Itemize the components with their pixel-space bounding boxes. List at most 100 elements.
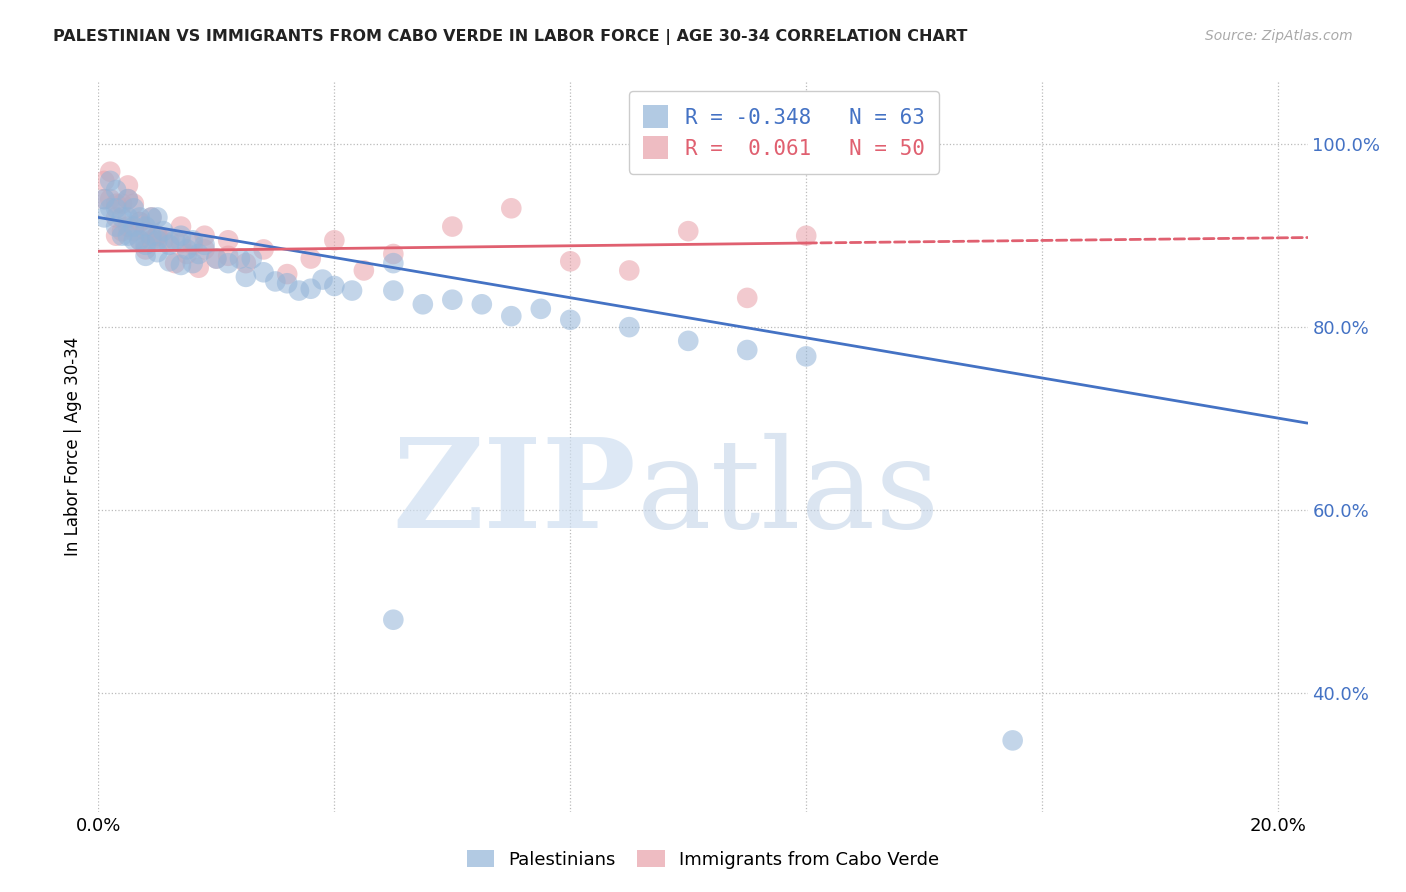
- Point: [1001, 733, 1024, 747]
- Point: [217, 256, 239, 270]
- Point: [117, 211, 139, 225]
- Point: [382, 256, 405, 270]
- Point: [794, 350, 817, 364]
- Point: [128, 233, 150, 247]
- Point: [276, 267, 298, 281]
- Point: [235, 256, 257, 270]
- Point: [157, 233, 180, 247]
- Point: [117, 178, 139, 193]
- Point: [229, 252, 252, 266]
- Legend: Palestinians, Immigrants from Cabo Verde: Palestinians, Immigrants from Cabo Verde: [460, 843, 946, 876]
- Point: [181, 256, 204, 270]
- Point: [105, 201, 128, 215]
- Point: [165, 233, 187, 247]
- Point: [122, 224, 145, 238]
- Point: [105, 183, 128, 197]
- Point: [471, 297, 494, 311]
- Point: [382, 247, 405, 261]
- Text: PALESTINIAN VS IMMIGRANTS FROM CABO VERDE IN LABOR FORCE | AGE 30-34 CORRELATION: PALESTINIAN VS IMMIGRANTS FROM CABO VERD…: [53, 29, 967, 45]
- Legend: R = -0.348   N = 63, R =  0.061   N = 50: R = -0.348 N = 63, R = 0.061 N = 50: [628, 91, 939, 174]
- Point: [98, 174, 121, 188]
- Point: [619, 320, 641, 334]
- Point: [93, 174, 115, 188]
- Point: [122, 219, 145, 234]
- Point: [117, 228, 139, 243]
- Point: [93, 192, 115, 206]
- Point: [501, 201, 523, 215]
- Point: [117, 192, 139, 206]
- Point: [299, 282, 322, 296]
- Point: [105, 228, 128, 243]
- Point: [252, 265, 274, 279]
- Point: [141, 211, 163, 225]
- Point: [217, 249, 239, 263]
- Point: [501, 309, 523, 323]
- Point: [412, 297, 434, 311]
- Point: [187, 260, 209, 275]
- Point: [98, 192, 121, 206]
- Point: [141, 228, 163, 243]
- Point: [152, 233, 174, 247]
- Point: [194, 243, 217, 257]
- Point: [122, 196, 145, 211]
- Point: [678, 334, 700, 348]
- Point: [170, 258, 193, 272]
- Point: [235, 269, 257, 284]
- Point: [128, 233, 150, 247]
- Point: [111, 224, 134, 238]
- Point: [111, 228, 134, 243]
- Point: [678, 224, 700, 238]
- Point: [288, 284, 311, 298]
- Point: [441, 219, 464, 234]
- Point: [194, 238, 217, 252]
- Point: [560, 313, 582, 327]
- Point: [353, 263, 375, 277]
- Point: [93, 192, 115, 206]
- Point: [299, 252, 322, 266]
- Y-axis label: In Labor Force | Age 30-34: In Labor Force | Age 30-34: [65, 336, 83, 556]
- Text: ZIP: ZIP: [392, 433, 637, 554]
- Point: [205, 252, 228, 266]
- Point: [181, 233, 204, 247]
- Point: [441, 293, 464, 307]
- Point: [117, 192, 139, 206]
- Point: [122, 201, 145, 215]
- Point: [165, 256, 187, 270]
- Point: [128, 215, 150, 229]
- Text: atlas: atlas: [637, 433, 939, 554]
- Point: [530, 301, 553, 316]
- Point: [205, 252, 228, 266]
- Point: [176, 247, 198, 261]
- Point: [135, 243, 157, 257]
- Point: [170, 228, 193, 243]
- Point: [111, 196, 134, 211]
- Point: [181, 238, 204, 252]
- Point: [117, 219, 139, 234]
- Point: [122, 233, 145, 247]
- Point: [187, 247, 209, 261]
- Point: [98, 164, 121, 178]
- Point: [152, 224, 174, 238]
- Point: [176, 243, 198, 257]
- Point: [93, 211, 115, 225]
- Point: [560, 254, 582, 268]
- Point: [105, 211, 128, 225]
- Point: [252, 243, 274, 257]
- Point: [340, 284, 363, 298]
- Point: [170, 219, 193, 234]
- Point: [794, 228, 817, 243]
- Point: [141, 233, 163, 247]
- Point: [141, 211, 163, 225]
- Point: [382, 284, 405, 298]
- Text: Source: ZipAtlas.com: Source: ZipAtlas.com: [1205, 29, 1353, 43]
- Point: [105, 196, 128, 211]
- Point: [323, 233, 346, 247]
- Point: [735, 291, 758, 305]
- Point: [146, 245, 169, 260]
- Point: [105, 219, 128, 234]
- Point: [128, 215, 150, 229]
- Point: [146, 228, 169, 243]
- Point: [157, 254, 180, 268]
- Point: [382, 613, 405, 627]
- Point: [311, 272, 333, 286]
